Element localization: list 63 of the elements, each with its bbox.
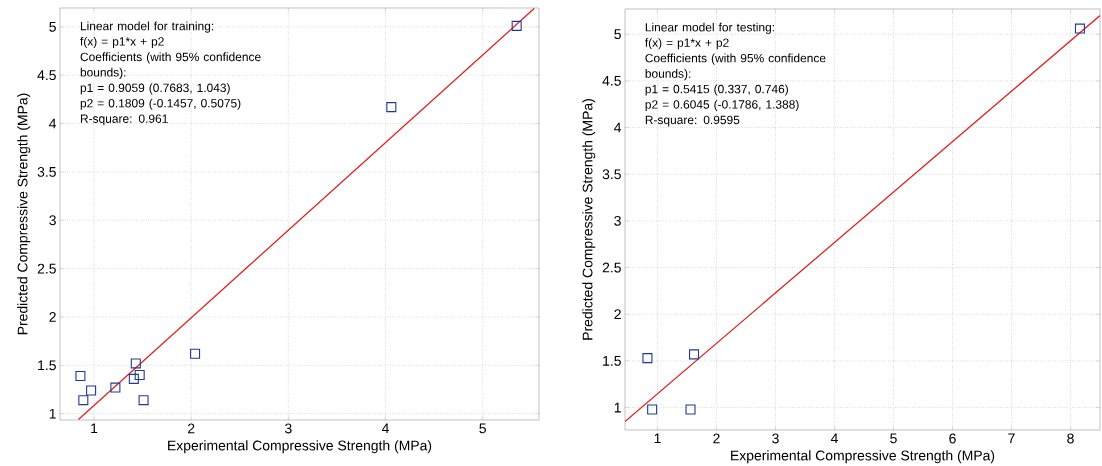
point xyxy=(190,348,201,359)
point xyxy=(647,404,658,415)
y-axis-title: Predicted Compressive Strength (MPa) xyxy=(17,93,31,335)
annotation: Coefficients (with 95% confidence bounds): xyxy=(80,52,261,79)
point xyxy=(511,20,522,31)
y-tick-label: 3.5 xyxy=(602,169,621,180)
x-axis-title: Experimental Compressive Strength (MPa) xyxy=(168,440,432,454)
annotation: R-square: 0.961 xyxy=(80,114,168,126)
annotation: Coefficients (with 95% confidence bounds): xyxy=(645,53,826,81)
point xyxy=(685,404,696,415)
x-tick-label: 6 xyxy=(949,433,956,444)
annotation: R-square: 0.9595 xyxy=(645,115,740,127)
y-tick-label: 4 xyxy=(614,122,622,133)
x-tick-label: 2 xyxy=(188,423,195,434)
annotation: Linear model for testing: xyxy=(645,22,774,34)
point xyxy=(386,102,397,113)
annotation: Linear model for training: xyxy=(80,21,214,33)
y-tick-label: 3.5 xyxy=(37,166,56,177)
point xyxy=(689,349,700,360)
x-tick-label: 5 xyxy=(890,433,897,444)
point xyxy=(138,395,149,406)
x-tick-label: 3 xyxy=(772,433,779,444)
point xyxy=(130,358,141,369)
point xyxy=(1074,23,1085,34)
x-axis-title: Experimental Compressive Strength (MPa) xyxy=(731,450,995,464)
point xyxy=(78,395,89,406)
annotation: p2 = 0.6045 (-0.1786, 1.388) xyxy=(645,99,799,112)
y-tick-label: 3 xyxy=(614,215,621,226)
x-tick-label: 3 xyxy=(284,423,292,434)
annotation: p1 = 0.9059 (0.7683, 1.043) xyxy=(80,83,230,95)
point xyxy=(642,353,653,364)
point xyxy=(75,370,86,382)
point xyxy=(128,373,139,384)
y-tick-label: 2 xyxy=(49,312,56,322)
y-tick-label: 4.5 xyxy=(602,76,621,86)
x-tick-label: 8 xyxy=(1067,433,1074,444)
annotation: f(x) = p1*x + p2 xyxy=(645,38,729,50)
point xyxy=(110,382,121,393)
y-tick-label: 5 xyxy=(614,29,621,40)
x-tick-label: 1 xyxy=(91,423,98,434)
y-tick-label: 1 xyxy=(49,408,56,419)
x-tick-label: 2 xyxy=(713,433,720,444)
y-tick-label: 5 xyxy=(49,21,56,32)
y-tick-label: 1.5 xyxy=(38,360,56,371)
y-tick-label: 2.5 xyxy=(602,262,621,273)
y-tick-label: 1 xyxy=(614,402,621,413)
y-tick-label: 4.5 xyxy=(37,70,56,81)
annotation: p1 = 0.5415 (0.337, 0.746) xyxy=(645,84,788,96)
y-tick-label: 4 xyxy=(49,118,57,129)
y-tick-label: 1.5 xyxy=(603,356,621,366)
annotation: f(x) = p1*x + p2 xyxy=(80,36,164,49)
x-tick-label: 5 xyxy=(479,423,486,434)
annotation: p2 = 0.1809 (-0.1457, 0.5075) xyxy=(80,98,241,110)
x-tick-label: 4 xyxy=(381,423,389,434)
x-tick-label: 4 xyxy=(830,433,838,444)
x-tick-label: 7 xyxy=(1008,433,1015,444)
y-tick-label: 2.5 xyxy=(37,263,56,274)
y-tick-label: 3 xyxy=(49,215,56,226)
y-tick-label: 2 xyxy=(614,309,621,320)
x-tick-label: 1 xyxy=(654,433,661,444)
point xyxy=(86,385,97,396)
y-axis-title: Predicted Compressive Strength (MPa) xyxy=(582,99,596,340)
point xyxy=(134,369,145,381)
